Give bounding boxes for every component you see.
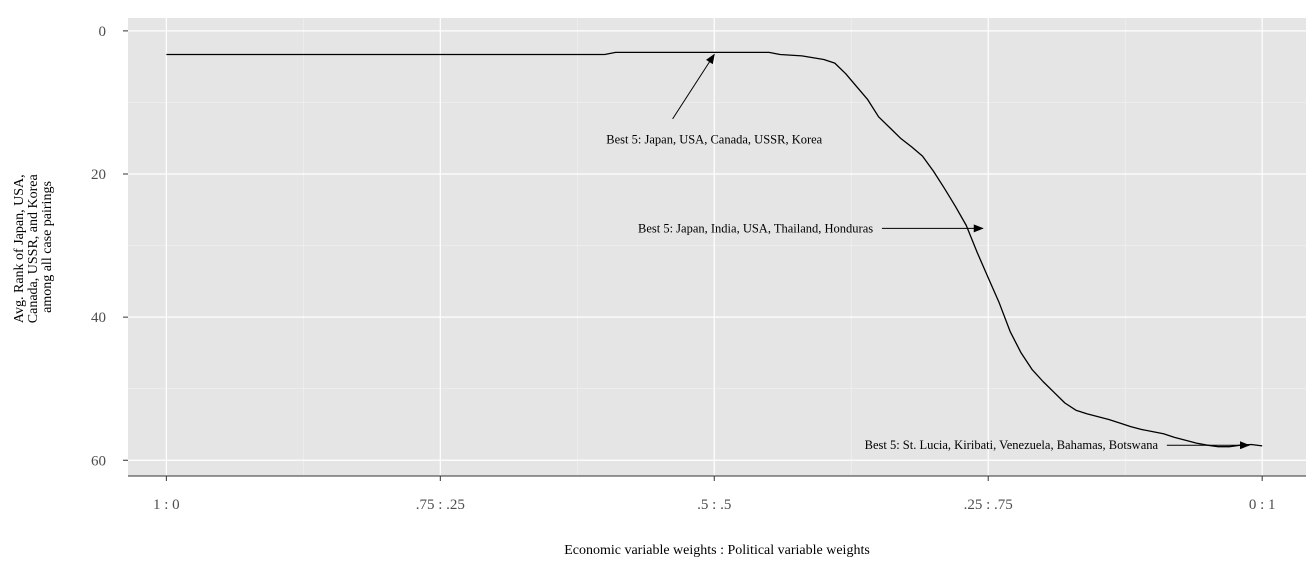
y-axis-title: Avg. Rank of Japan, USA, Canada, USSR, a… xyxy=(12,171,55,323)
y-axis: 0 20 40 60 xyxy=(91,24,128,469)
annotation-arrow xyxy=(672,53,715,120)
series-layer xyxy=(166,51,1263,448)
x-axis-title: Economic variable weights : Political va… xyxy=(564,543,870,558)
x-tick-label: 1 : 0 xyxy=(153,497,180,513)
y-tick-label: 40 xyxy=(91,310,106,326)
x-tick-label: .5 : .5 xyxy=(697,497,731,513)
y-tick-label: 0 xyxy=(99,24,107,40)
annotation-label: Best 5: Japan, India, USA, Thailand, Hon… xyxy=(638,221,873,235)
y-tick-label: 20 xyxy=(91,167,106,183)
annotation-label: Best 5: St. Lucia, Kiribati, Venezuela, … xyxy=(865,438,1159,452)
y-axis-title-line-3: among all case pairings xyxy=(40,181,55,313)
x-tick-label: .75 : .25 xyxy=(416,497,465,513)
y-tick-label: 60 xyxy=(91,453,106,469)
x-axis: 1 : 0 .75 : .25 .5 : .5 .25 : .75 0 : 1 xyxy=(128,475,1306,513)
x-tick-label: 0 : 1 xyxy=(1249,497,1276,513)
annotation-label: Best 5: Japan, USA, Canada, USSR, Korea xyxy=(606,133,822,147)
y-axis-title-line-2: Canada, USSR, and Korea xyxy=(26,174,41,324)
y-axis-title-line-1: Avg. Rank of Japan, USA, xyxy=(12,174,27,323)
series-line xyxy=(166,51,1263,448)
plot-panel xyxy=(128,18,1306,476)
x-tick-label: .25 : .75 xyxy=(964,497,1013,513)
annotations-layer: Best 5: Japan, USA, Canada, USSR, Korea B… xyxy=(606,53,1251,452)
grid-lines xyxy=(128,18,1306,476)
